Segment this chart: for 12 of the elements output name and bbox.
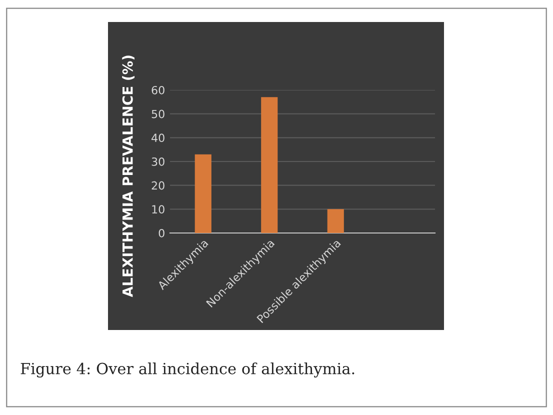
y-tick-label: 60 <box>152 86 164 94</box>
bar <box>327 209 344 233</box>
y-tick-label: 50 <box>152 110 164 118</box>
y-tick-label: 40 <box>152 134 164 142</box>
y-tick-label: 20 <box>152 181 164 190</box>
y-axis-title: ALEXITHYMIA PREVALENCE (%) <box>122 56 134 298</box>
bar <box>261 97 278 233</box>
y-tick-label: 0 <box>158 228 164 238</box>
y-tick-label: 10 <box>152 205 164 214</box>
bar <box>194 154 212 233</box>
y-tick-label: 30 <box>152 157 164 166</box>
caption: Figure 4: Over all incidence of alexithymia. <box>20 362 354 378</box>
